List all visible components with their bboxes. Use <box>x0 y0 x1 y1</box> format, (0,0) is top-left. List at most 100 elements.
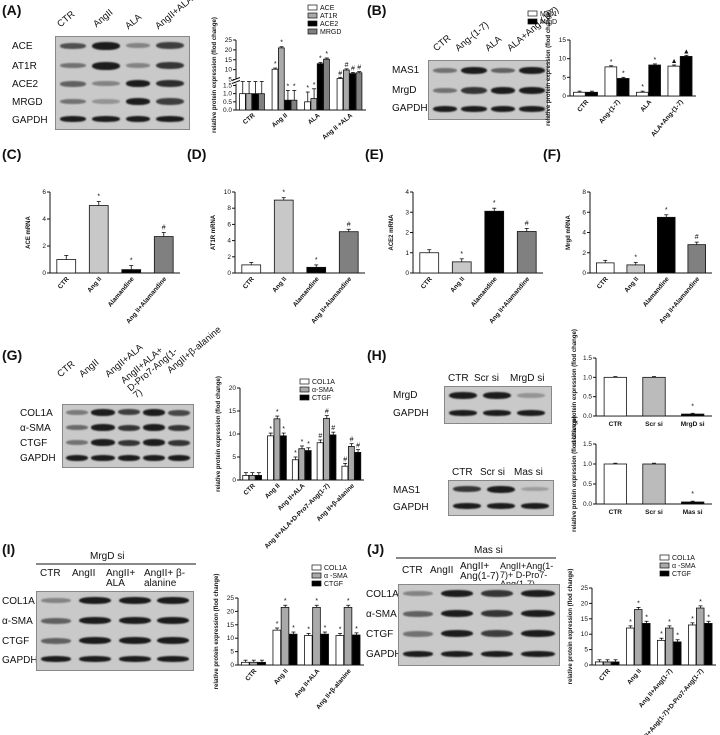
bar <box>316 63 324 111</box>
blot-h-bottom <box>448 480 554 516</box>
bar <box>248 475 256 481</box>
bar <box>249 661 258 666</box>
bar <box>657 216 676 274</box>
blot-a-row-label: MRGD <box>12 97 43 108</box>
significance-mark: * <box>324 625 327 632</box>
blot-a-row-label: AT1R <box>12 61 37 72</box>
x-tick-label: Ang II <box>626 668 643 686</box>
significance-mark: * <box>707 614 710 621</box>
blot-h-bottom-row-label: MAS1 <box>393 485 421 496</box>
panel-label-b: (B) <box>367 2 387 18</box>
bar <box>280 435 287 481</box>
legend-swatch <box>311 564 322 571</box>
y-tick-label: 10 <box>581 631 589 638</box>
x-tick-label: ALA <box>639 99 653 114</box>
blot-h-top-lane-label: Scr si <box>474 373 499 384</box>
bar <box>604 66 618 97</box>
bar <box>306 266 327 274</box>
x-tick-label: Alamandine <box>470 275 499 308</box>
blot-b-row-label: MrgD <box>392 85 417 96</box>
y-tick-label: 6 <box>42 189 46 196</box>
significance-mark: * <box>280 40 283 47</box>
blot-i-lane-label: CTR <box>40 568 61 579</box>
bar <box>351 634 361 666</box>
bar <box>354 452 362 481</box>
significance-mark: * <box>637 600 640 607</box>
significance-mark: * <box>313 82 316 89</box>
bar <box>696 607 705 666</box>
significance-mark: # <box>318 433 322 440</box>
y-tick-label: 15 <box>227 622 235 629</box>
blot-g <box>62 404 194 468</box>
blot-i-lane-label: AngII <box>72 568 96 579</box>
y-tick-label: 20 <box>581 600 589 607</box>
bar <box>245 93 253 111</box>
axis-break-mark <box>231 80 241 84</box>
bar <box>288 633 298 666</box>
blot-h-bottom-lane-label: Scr si <box>480 467 505 478</box>
blot-a-lane-label: CTR <box>55 8 78 30</box>
x-tick-label: Scr si <box>645 509 663 516</box>
legend-label: ACE2 <box>320 21 338 28</box>
x-tick-label: CTR <box>609 509 623 516</box>
x-tick-label: Ang II <box>449 276 466 294</box>
blot-a-row-label: ACE <box>12 41 33 52</box>
bar <box>323 58 330 111</box>
y-axis-label: relative protein expression (flod change… <box>568 569 574 685</box>
y-tick-label: 6 <box>227 221 231 228</box>
panel-label-i: (I) <box>2 541 16 557</box>
blot-g-lane-label: CTR <box>55 358 78 380</box>
significance-mark: # <box>357 65 361 72</box>
y-tick-label: 25 <box>227 595 235 602</box>
y-tick-label: 1 <box>405 250 409 257</box>
x-tick-label: Ang II <box>86 276 103 294</box>
y-tick-label: 1.0 <box>223 91 232 98</box>
y-tick-label: 0 <box>584 662 588 669</box>
legend-label: α -SMA <box>672 563 696 570</box>
bar <box>341 465 349 481</box>
bar <box>626 627 635 666</box>
bar <box>451 261 472 274</box>
y-tick-label: 1.0 <box>583 374 592 381</box>
blot-b-lane-label: CTR <box>431 32 454 54</box>
blot-j-row-label: α-SMA <box>366 609 397 620</box>
significance-mark: * <box>654 57 657 64</box>
significance-mark: * <box>301 439 304 446</box>
blot-j-group-line <box>396 557 556 559</box>
bar <box>336 78 344 111</box>
x-tick-label: CTR <box>596 276 610 291</box>
blot-i-lane-label: AngII+ ALA <box>106 568 136 589</box>
blot-b <box>428 60 548 120</box>
significance-mark: # <box>338 70 342 77</box>
legend-swatch <box>659 562 670 569</box>
panel-label-e: (E) <box>365 146 384 162</box>
y-tick-label: 20 <box>229 385 237 392</box>
significance-mark: * <box>276 409 279 416</box>
legend-swatch <box>527 18 538 25</box>
y-tick-label: 15 <box>581 616 589 623</box>
legend-swatch <box>659 554 670 561</box>
bar <box>349 73 356 111</box>
bar <box>271 68 279 111</box>
legend-swatch <box>307 12 318 19</box>
y-tick-label: 0 <box>230 662 234 669</box>
x-tick-label: ALA+Ang-(1-7) <box>650 99 685 138</box>
bar <box>312 606 321 666</box>
chart-b: 0 5 10 15 relative protein expression (flod … <box>527 10 696 138</box>
y-axis-label: AT1R mRNA <box>211 214 217 250</box>
y-axis-label: ACE2 mRNA <box>389 214 395 251</box>
y-tick-label: 0 <box>562 93 566 100</box>
y-tick-label: 25 <box>225 37 233 44</box>
y-tick-label: 15 <box>225 57 233 64</box>
legend-label: α -SMA <box>324 573 348 580</box>
bar <box>56 259 77 274</box>
bar <box>329 434 337 481</box>
y-axis-label: relative protein expression (flod change… <box>212 17 218 133</box>
x-tick-label: Scr si <box>645 421 663 428</box>
significance-mark: * <box>269 426 272 433</box>
bar <box>304 450 312 481</box>
significance-mark: * <box>691 491 694 498</box>
significance-mark: # <box>695 234 699 241</box>
chart-g: 0 5 10 15 20 relative protein expression (flo… <box>216 376 364 550</box>
bar <box>291 459 299 481</box>
